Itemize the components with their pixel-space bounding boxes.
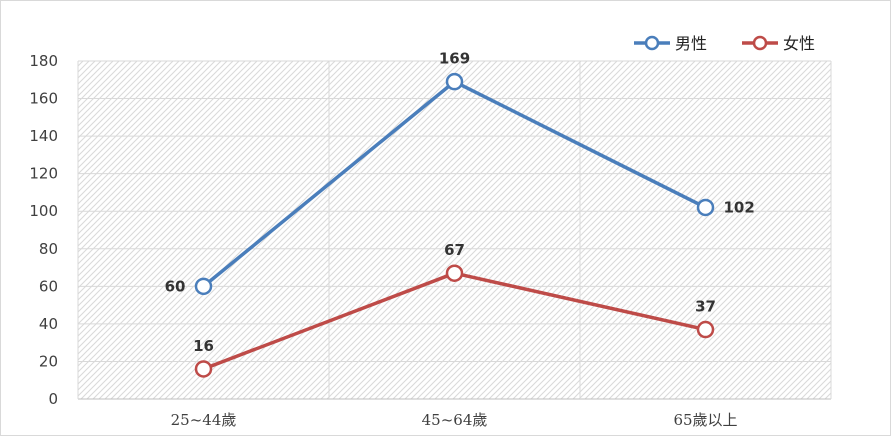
data-label: 60 [165,277,186,295]
data-point-marker [696,320,715,339]
data-point-marker [696,198,715,217]
y-tick-label: 60 [39,277,58,295]
y-tick-label: 120 [29,165,58,183]
data-point-marker [445,72,464,91]
plot-area [78,61,831,399]
x-tick-label: 25~44歲 [171,411,237,429]
legend-label: 男性 [675,34,707,53]
data-point-marker [194,360,213,378]
y-tick-label: 20 [39,352,58,370]
y-tick-label: 160 [29,90,58,108]
data-label: 37 [695,298,716,316]
data-label: 16 [193,337,214,355]
data-label: 102 [724,198,755,216]
data-point-marker [194,277,213,296]
data-point-marker [445,264,464,282]
data-label: 67 [444,241,465,259]
y-tick-label: 40 [39,315,58,333]
x-tick-label: 65歲以上 [673,411,737,429]
y-tick-label: 180 [29,52,58,70]
x-tick-label: 45~64歲 [422,411,488,429]
y-tick-label: 0 [48,390,58,408]
legend-label: 女性 [783,34,815,53]
y-tick-label: 100 [29,202,58,220]
legend-marker [752,35,768,51]
data-label: 169 [439,50,470,68]
legend-marker [644,35,660,51]
y-tick-label: 140 [29,127,58,145]
y-tick-label: 80 [39,240,58,258]
